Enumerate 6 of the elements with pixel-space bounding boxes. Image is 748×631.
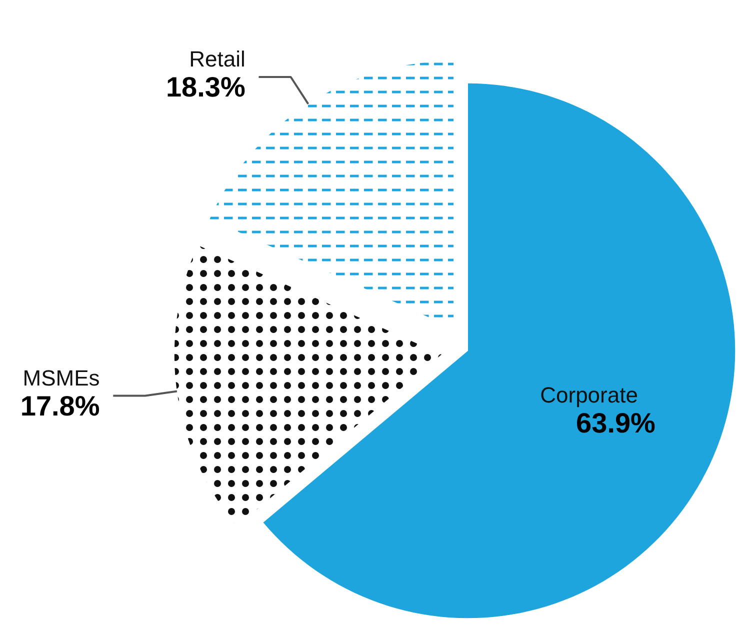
slice-label: Retail [189, 46, 246, 72]
data-label: 18.3% [166, 72, 246, 103]
slice-label: MSMEs [22, 365, 100, 390]
slice-label: Corporate [540, 382, 638, 408]
data-label: 63.9% [576, 407, 656, 438]
data-label: 17.8% [20, 390, 100, 422]
